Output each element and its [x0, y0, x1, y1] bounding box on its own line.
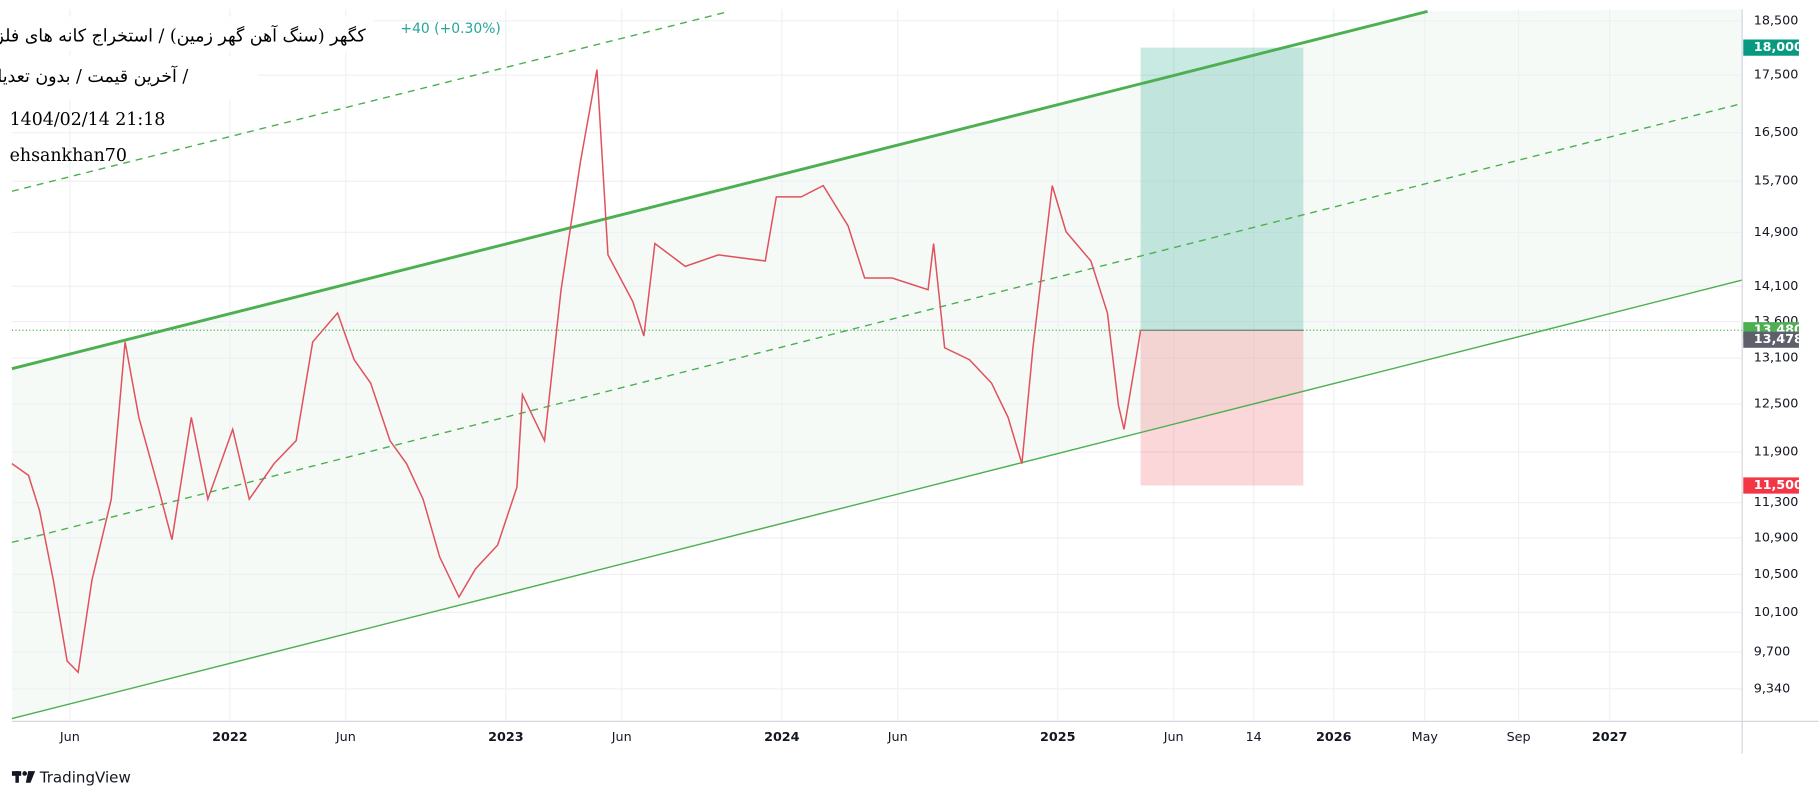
- axes: 9,340 9,700 10,100 10,500 10,900 11,300 11,900…: [59, 13, 1803, 745]
- y-tick-label: 10,100: [1754, 605, 1799, 620]
- x-tick-label: 2026: [1316, 730, 1352, 745]
- trendline: [11, 102, 1743, 544]
- y-tick-label: 10,900: [1754, 530, 1799, 545]
- x-tick-label: 14: [1246, 730, 1262, 745]
- target-zone: [1140, 47, 1304, 331]
- x-tick-label: 2025: [1040, 730, 1076, 745]
- y-tick-label: 15,700: [1754, 174, 1799, 189]
- author: ehsankhan70: [10, 146, 127, 166]
- trendline: [11, 9, 1428, 371]
- x-tick-label: 2022: [212, 730, 248, 745]
- price-tag-label: 18,000: [1754, 40, 1803, 55]
- x-tick-label: Jun: [59, 730, 80, 745]
- x-tick-label: 2024: [764, 730, 800, 745]
- stop-zone: [1140, 330, 1304, 486]
- x-tick-label: May: [1412, 730, 1439, 745]
- x-tick-label: Jun: [1163, 730, 1184, 745]
- y-tick-label: 17,500: [1754, 68, 1799, 83]
- header-bg: [0, 55, 258, 100]
- price-tag: [1743, 39, 1799, 56]
- change: +40 (+0.30%): [400, 21, 500, 37]
- y-tick-label: 9,700: [1754, 644, 1791, 659]
- x-tick-label: Sep: [1507, 730, 1531, 745]
- y-tick-label: 18,500: [1754, 13, 1799, 28]
- brand-logo: [11, 771, 36, 783]
- y-tick-label: 9,340: [1754, 681, 1791, 696]
- price-tag-label: 13,478: [1754, 332, 1803, 347]
- chart-subtitle: آخرین قیمت / بدون تعدیل /: [0, 65, 188, 87]
- price-tag: [1743, 331, 1799, 348]
- x-tick-label: 2023: [488, 730, 523, 745]
- x-tick-label: 2027: [1592, 730, 1628, 745]
- y-tick-label: 12,500: [1754, 397, 1799, 412]
- y-tick-label: 13,100: [1754, 351, 1799, 366]
- trendline: [11, 279, 1743, 720]
- date: 1404/02/14 21:18: [10, 110, 166, 130]
- chart-title: کگهر (سنگ آهن گهر زمین) / استخراج کانه ه…: [0, 25, 366, 47]
- y-tick-label: 14,100: [1754, 279, 1799, 294]
- x-tick-label: Jun: [335, 730, 356, 745]
- price-tag-label: 11,500: [1754, 478, 1803, 493]
- brand: TradingView: [39, 769, 131, 787]
- x-tick-label: Jun: [611, 730, 632, 745]
- header-bg: [0, 16, 374, 52]
- y-tick-label: 10,500: [1754, 567, 1799, 582]
- channel-fill: [11, 9, 1743, 719]
- y-tick-label: 11,300: [1754, 495, 1799, 510]
- y-tick-label: 11,900: [1754, 445, 1799, 460]
- x-tick-label: Jun: [887, 730, 908, 745]
- price-tag: [1743, 477, 1799, 494]
- price-line: [11, 69, 1142, 674]
- plot-area: [11, 9, 1743, 722]
- trendline: [11, 10, 730, 192]
- y-tick-label: 16,500: [1754, 125, 1799, 140]
- y-tick-label: 14,900: [1754, 225, 1799, 240]
